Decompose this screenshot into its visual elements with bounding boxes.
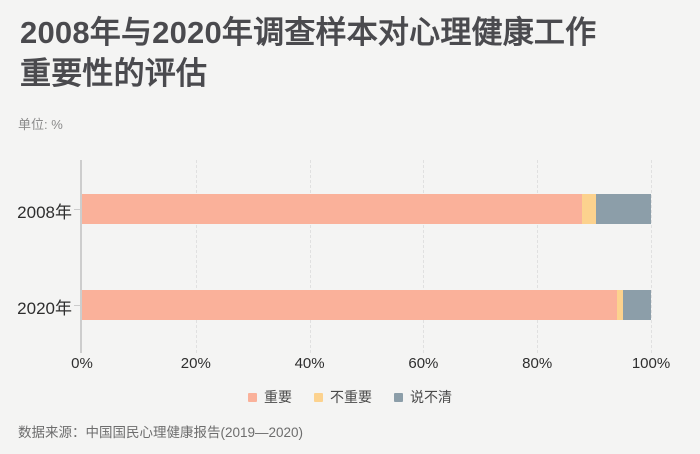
- chart-title-line-1: 2008年与2020年调查样本对心理健康工作: [20, 15, 597, 50]
- category-label-2020年: 2020年: [17, 299, 72, 318]
- plot-area: [82, 160, 652, 353]
- legend-item-重要: 重要: [248, 387, 292, 407]
- x-tick-label-0%: 0%: [71, 355, 93, 372]
- gridline-80%: [537, 160, 539, 353]
- bar-segment-重要: [82, 194, 583, 224]
- gridline-40%: [309, 160, 311, 353]
- bar-2020年: [82, 290, 651, 320]
- gridline-60%: [423, 160, 425, 353]
- bar-segment-不重要: [582, 194, 596, 224]
- x-axis-tick-labels: 0% 20% 40% 60% 80% 100%: [71, 355, 670, 375]
- y-tick-mark: [74, 305, 80, 306]
- legend-swatch-icon: [314, 392, 323, 402]
- bar-segment-说不清: [595, 194, 651, 224]
- x-tick-label-20%: 20%: [180, 355, 211, 372]
- legend-label: 说不清: [410, 389, 452, 405]
- y-axis-line: [80, 160, 82, 353]
- x-tick-label-100%: 100%: [631, 355, 671, 372]
- x-tick-label-80%: 80%: [522, 355, 553, 372]
- unit-label: 单位: %: [18, 117, 63, 132]
- source-label: 数据来源：中国国民心理健康报告(2019—2020): [18, 425, 304, 440]
- bar-2008年: [82, 194, 651, 224]
- legend-item-不重要: 不重要: [314, 387, 372, 407]
- x-tick-label-40%: 40%: [294, 355, 325, 372]
- gridline-20%: [195, 160, 197, 353]
- legend-label: 不重要: [330, 389, 372, 405]
- legend-swatch-icon: [248, 392, 257, 402]
- chart-title: 2008年与2020年调查样本对心理健康工作 重要性的评估: [20, 12, 685, 94]
- x-tick-label-60%: 60%: [408, 355, 439, 372]
- category-label-2008年: 2008年: [17, 203, 72, 222]
- y-tick-mark: [74, 209, 80, 210]
- legend: 重要 不重要 说不清: [0, 387, 700, 407]
- bar-segment-说不清: [622, 290, 651, 320]
- legend-item-说不清: 说不清: [394, 387, 452, 407]
- gridline-100%: [651, 160, 652, 353]
- legend-swatch-icon: [394, 392, 403, 402]
- bar-segment-不重要: [616, 290, 623, 320]
- chart-title-line-2: 重要性的评估: [20, 56, 208, 91]
- bar-segment-重要: [82, 290, 617, 320]
- legend-label: 重要: [264, 389, 292, 405]
